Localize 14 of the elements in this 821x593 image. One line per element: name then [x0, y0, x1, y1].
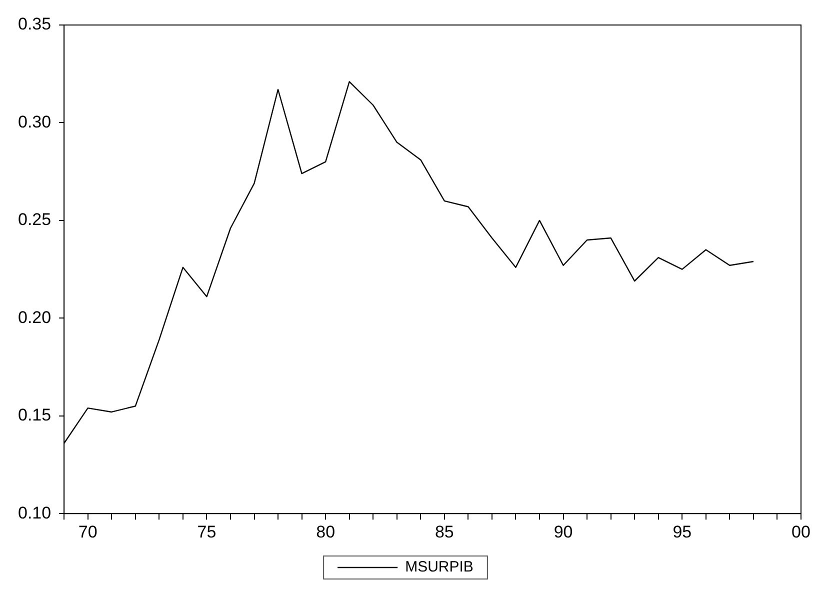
x-tick-label: 70 [78, 522, 98, 542]
y-tick-label: 0.10 [18, 503, 52, 522]
legend-label: MSURPIB [405, 558, 474, 576]
x-tick-label: 75 [197, 522, 216, 542]
y-tick-label: 0.15 [18, 406, 52, 425]
y-tick-label: 0.30 [18, 112, 52, 132]
x-tick-label: 90 [554, 522, 573, 542]
x-tick-label: 80 [316, 522, 336, 542]
y-tick-label: 0.20 [18, 308, 52, 327]
y-tick-label: 0.35 [18, 14, 52, 34]
x-tick-label: 00 [792, 522, 810, 542]
x-tick-label: 85 [434, 522, 454, 542]
x-tick-label: 95 [672, 522, 692, 542]
y-tick-label: 0.25 [18, 210, 52, 230]
